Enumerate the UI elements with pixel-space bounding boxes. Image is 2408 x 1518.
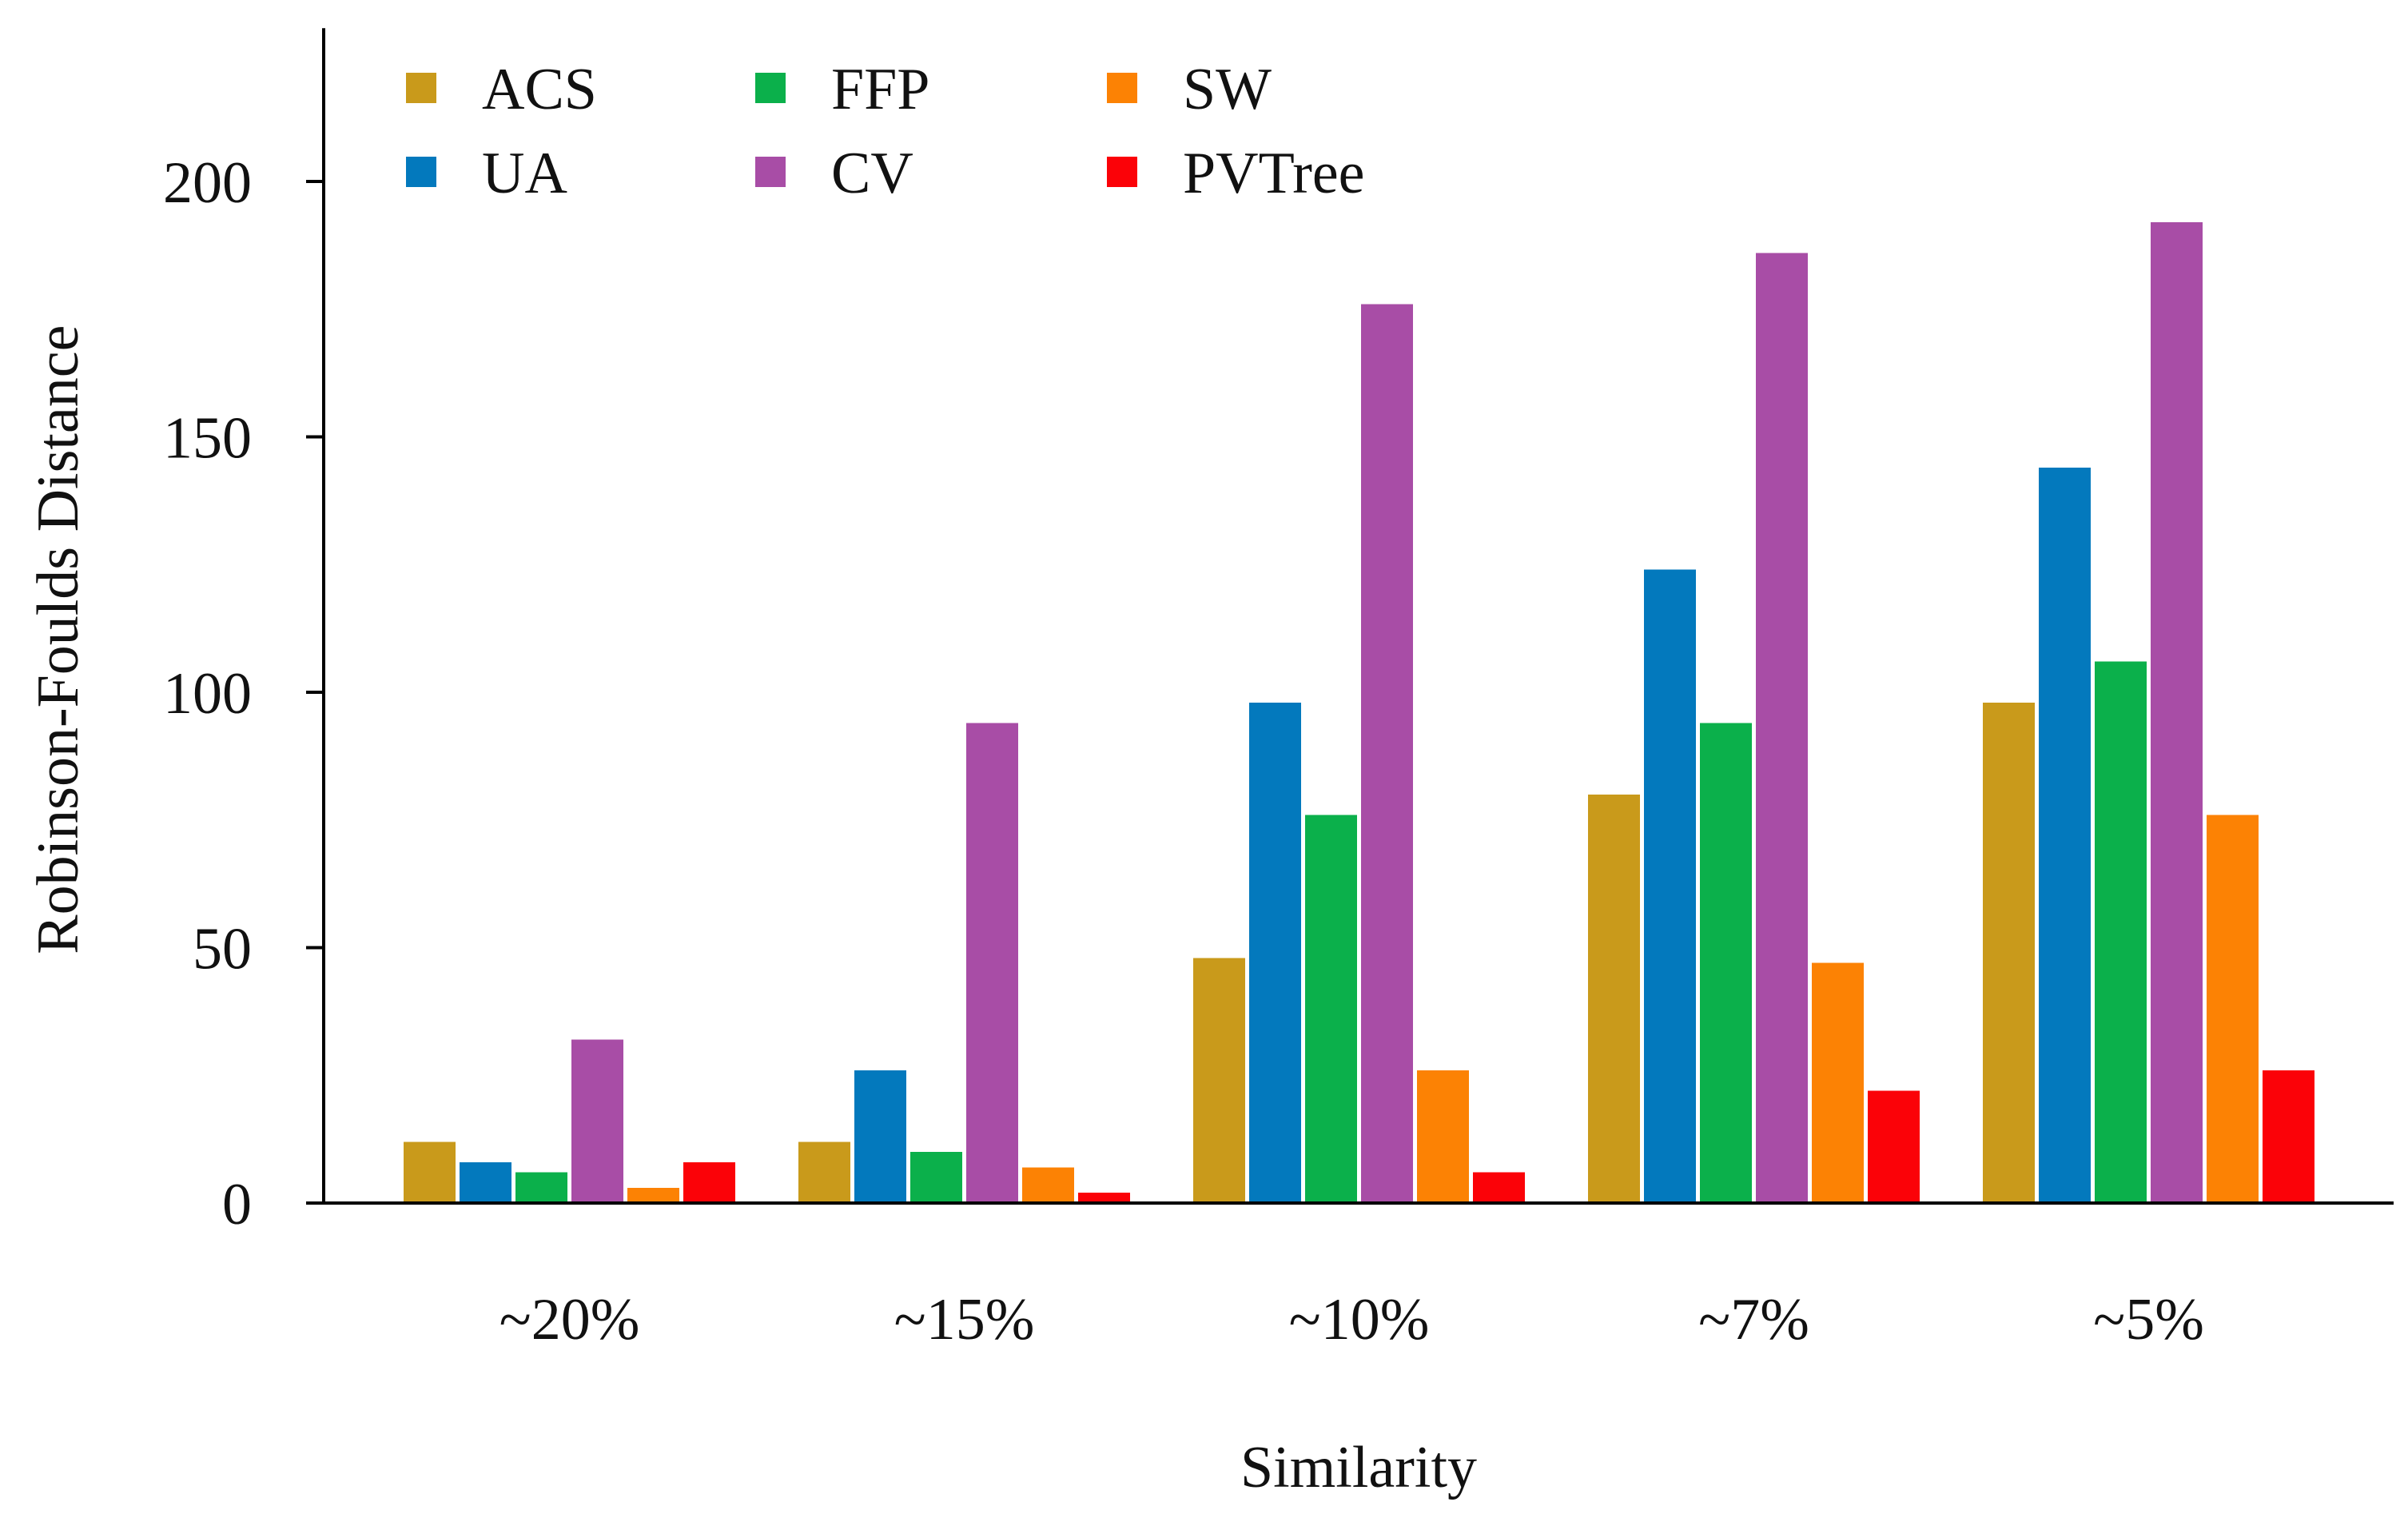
- legend-label-ua: UA: [482, 141, 567, 206]
- x-tick-label: ~20%: [500, 1287, 640, 1353]
- legend-swatch-sw: [1107, 73, 1137, 103]
- x-tick-label: ~7%: [1698, 1287, 1809, 1353]
- bar-ua-3: [1249, 702, 1301, 1203]
- legend-swatch-ffp: [755, 73, 786, 103]
- y-tick-label: 200: [163, 150, 252, 216]
- y-tick-label: 0: [222, 1172, 252, 1237]
- bar-acs-2: [798, 1141, 850, 1203]
- bar-cv-5: [2151, 222, 2203, 1203]
- bar-cv-1: [571, 1039, 623, 1203]
- x-tick-label: ~15%: [894, 1287, 1035, 1353]
- bar-acs-1: [404, 1141, 456, 1203]
- y-axis-title: Robinson-Foulds Distance: [26, 325, 91, 954]
- legend-swatch-pvtree: [1107, 157, 1137, 187]
- bar-pvtree-5: [2263, 1070, 2314, 1203]
- bar-cv-2: [966, 723, 1018, 1203]
- bar-acs-5: [1983, 702, 2035, 1203]
- legend-label-sw: SW: [1183, 57, 1272, 122]
- bar-ffp-2: [910, 1152, 962, 1203]
- y-tick-label: 150: [163, 406, 252, 472]
- bar-sw-1: [627, 1187, 679, 1203]
- bar-acs-3: [1193, 958, 1245, 1203]
- legend-swatch-acs: [406, 73, 436, 103]
- bar-sw-3: [1417, 1070, 1469, 1203]
- legend-label-cv: CV: [831, 141, 913, 206]
- y-ticks: 0 50 100 150 200: [163, 150, 324, 1237]
- legend-label-pvtree: PVTree: [1183, 141, 1365, 206]
- x-tick-label: ~5%: [2093, 1287, 2204, 1353]
- legend-swatch-ua: [406, 157, 436, 187]
- legend-swatch-cv: [755, 157, 786, 187]
- bar-ua-2: [854, 1070, 906, 1203]
- legend-label-ffp: FFP: [831, 57, 929, 122]
- bar-ffp-1: [515, 1172, 567, 1203]
- y-tick-label: 100: [163, 661, 252, 727]
- bar-ffp-4: [1700, 723, 1752, 1203]
- axes: [322, 28, 2394, 1205]
- bar-ua-1: [460, 1161, 511, 1203]
- bars: [404, 222, 2314, 1204]
- bar-pvtree-2: [1078, 1193, 1130, 1203]
- bar-ffp-3: [1305, 815, 1357, 1203]
- bar-acs-4: [1588, 794, 1640, 1203]
- legend-label-acs: ACS: [482, 57, 597, 122]
- x-tick-labels: ~20% ~15% ~10% ~7% ~5%: [500, 1287, 2204, 1353]
- y-tick-label: 50: [193, 917, 252, 982]
- x-axis-title: Similarity: [1240, 1435, 1477, 1500]
- bar-cv-3: [1361, 304, 1413, 1203]
- bar-sw-2: [1022, 1167, 1074, 1203]
- x-tick-label: ~10%: [1289, 1287, 1430, 1353]
- bar-pvtree-1: [683, 1161, 735, 1203]
- bar-sw-4: [1812, 962, 1864, 1203]
- bar-ffp-5: [2095, 661, 2147, 1203]
- bar-ua-5: [2039, 467, 2091, 1203]
- bar-sw-5: [2207, 815, 2259, 1203]
- bar-pvtree-4: [1868, 1090, 1920, 1203]
- bar-ua-4: [1644, 569, 1696, 1203]
- bar-cv-4: [1756, 253, 1808, 1204]
- bar-pvtree-3: [1473, 1172, 1525, 1203]
- legend: ACS UA FFP CV SW PVTree: [406, 57, 1365, 206]
